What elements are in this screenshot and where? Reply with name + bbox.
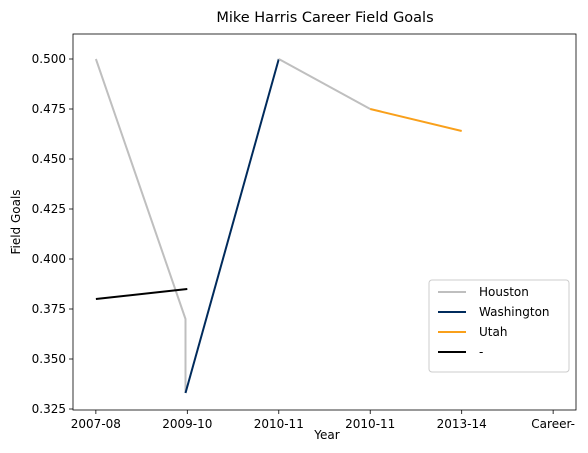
- y-tick-label: 0.350: [32, 352, 66, 366]
- y-tick-label: 0.500: [32, 52, 66, 66]
- x-tick-label: Career-: [531, 417, 575, 431]
- y-axis: 0.325 0.350 0.375 0.400 0.425 0.450 0.475 0.500: [32, 52, 73, 416]
- x-tick-label: 2010-11: [254, 417, 304, 431]
- y-tick-label: 0.325: [32, 402, 66, 416]
- series-line-2: [278, 58, 371, 110]
- x-tick-label: 2009-10: [162, 417, 212, 431]
- plot-frame: [72, 33, 577, 411]
- x-axis-label: Year: [313, 428, 339, 442]
- legend-label: Washington: [479, 305, 550, 319]
- series-line-3: [369, 108, 462, 132]
- x-axis: 2007-08 2009-10 2010-11 2010-11 2013-14 Caree…: [71, 410, 575, 431]
- legend-label: Utah: [479, 325, 507, 339]
- legend: Houston Washington Utah -: [428, 279, 570, 373]
- y-tick-label: 0.375: [32, 302, 66, 316]
- x-tick-label: 2007-08: [71, 417, 121, 431]
- legend-label: -: [479, 345, 483, 359]
- series-line-4: [95, 288, 188, 300]
- y-tick-label: 0.425: [32, 202, 66, 216]
- x-tick-label: 2013-14: [437, 417, 487, 431]
- y-tick-label: 0.450: [32, 152, 66, 166]
- series-lines: [94, 58, 462, 394]
- x-tick-label: 2010-11: [345, 417, 395, 431]
- chart-title: Mike Harris Career Field Goals: [216, 10, 433, 26]
- y-tick-label: 0.400: [32, 252, 66, 266]
- y-tick-label: 0.475: [32, 102, 66, 116]
- legend-label: Houston: [479, 285, 529, 299]
- series-line-0: [94, 58, 187, 393]
- legend-box: [428, 279, 570, 373]
- series-line-1: [184, 58, 280, 394]
- y-axis-label: Field Goals: [9, 189, 23, 254]
